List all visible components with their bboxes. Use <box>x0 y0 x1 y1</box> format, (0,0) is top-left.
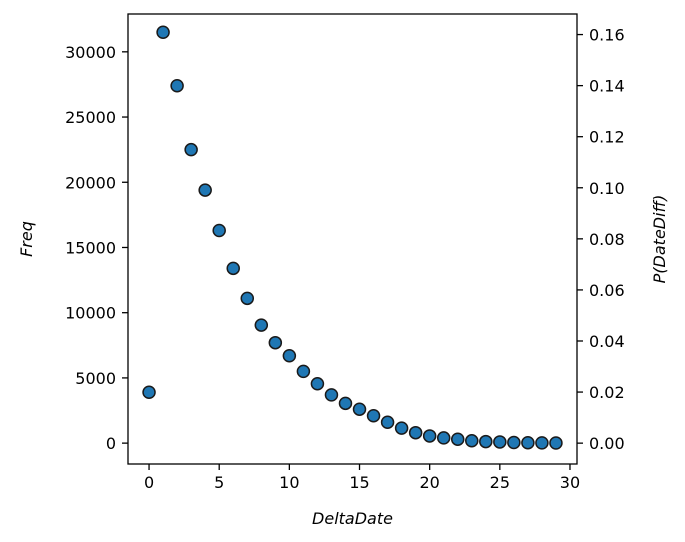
y2-tick-label: 0.06 <box>589 281 625 300</box>
y-tick-label: 15000 <box>65 238 116 257</box>
x-tick-label: 10 <box>279 473 299 492</box>
y-tick-label: 5000 <box>75 369 116 388</box>
data-point <box>310 377 325 391</box>
y-tick-label: 10000 <box>65 304 116 323</box>
data-point <box>198 183 212 197</box>
x-axis-title: DeltaDate <box>312 509 393 528</box>
y2-tick-label: 0.14 <box>589 77 625 96</box>
y-axis-right: 0.00 0.02 0.04 0.06 0.08 0.10 0.12 0.14 0.16 <box>577 26 625 453</box>
y2-axis-title: P(DateDiff) <box>650 195 669 284</box>
y2-tick-label: 0.00 <box>589 434 625 453</box>
data-point <box>493 435 507 449</box>
data-point <box>254 318 269 332</box>
x-tick-label: 30 <box>560 473 580 492</box>
data-point <box>408 425 423 440</box>
y-tick-label: 20000 <box>65 173 116 192</box>
data-point <box>170 78 184 93</box>
data-point <box>352 402 367 416</box>
data-point <box>535 436 549 450</box>
y-tick-label: 25000 <box>65 108 116 127</box>
data-point <box>226 261 240 276</box>
x-axis: 0 5 10 15 20 25 30 <box>144 464 580 492</box>
data-point <box>507 435 521 450</box>
plot-frame <box>127 13 578 465</box>
data-point <box>479 434 493 449</box>
y2-tick-label: 0.12 <box>589 128 625 147</box>
y-axis-left: 0 5000 10000 15000 20000 25000 30000 <box>65 43 128 453</box>
data-point <box>366 408 381 423</box>
data-point <box>296 364 311 379</box>
x-tick-label: 0 <box>144 473 154 492</box>
data-point <box>436 431 451 445</box>
x-tick-label: 5 <box>214 473 224 492</box>
x-tick-label: 25 <box>490 473 510 492</box>
x-tick-label: 20 <box>419 473 439 492</box>
data-point <box>268 335 283 350</box>
y2-tick-label: 0.10 <box>589 179 625 198</box>
data-point <box>521 435 535 450</box>
data-points <box>142 25 563 450</box>
data-point <box>394 421 409 435</box>
y-tick-label: 30000 <box>65 43 116 62</box>
y2-tick-label: 0.04 <box>589 332 625 351</box>
y2-tick-label: 0.08 <box>589 230 625 249</box>
data-point <box>212 223 226 238</box>
y2-tick-label: 0.16 <box>589 26 625 45</box>
data-point <box>324 388 339 402</box>
data-point <box>240 291 255 306</box>
data-point <box>338 396 353 411</box>
y2-tick-label: 0.02 <box>589 383 625 402</box>
y-tick-label: 0 <box>106 434 116 453</box>
data-point <box>422 429 437 443</box>
data-point <box>549 436 563 450</box>
data-point <box>465 434 479 448</box>
data-point <box>450 432 465 446</box>
x-tick-label: 15 <box>349 473 369 492</box>
data-point <box>282 348 297 363</box>
data-point <box>156 25 170 40</box>
data-point <box>184 142 198 157</box>
data-point <box>380 415 395 430</box>
y-axis-title: Freq <box>17 221 36 257</box>
data-point <box>142 385 156 400</box>
